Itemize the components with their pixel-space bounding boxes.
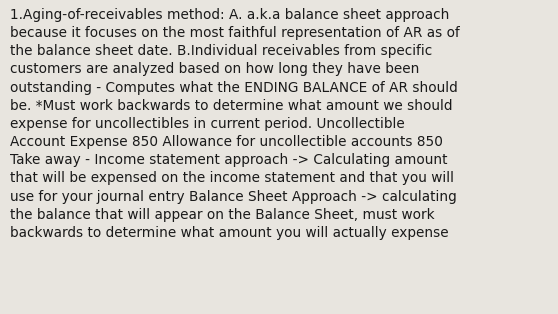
Text: 1.Aging-of-receivables method: A. a.k.a balance sheet approach
because it focuse: 1.Aging-of-receivables method: A. a.k.a …	[10, 8, 460, 240]
